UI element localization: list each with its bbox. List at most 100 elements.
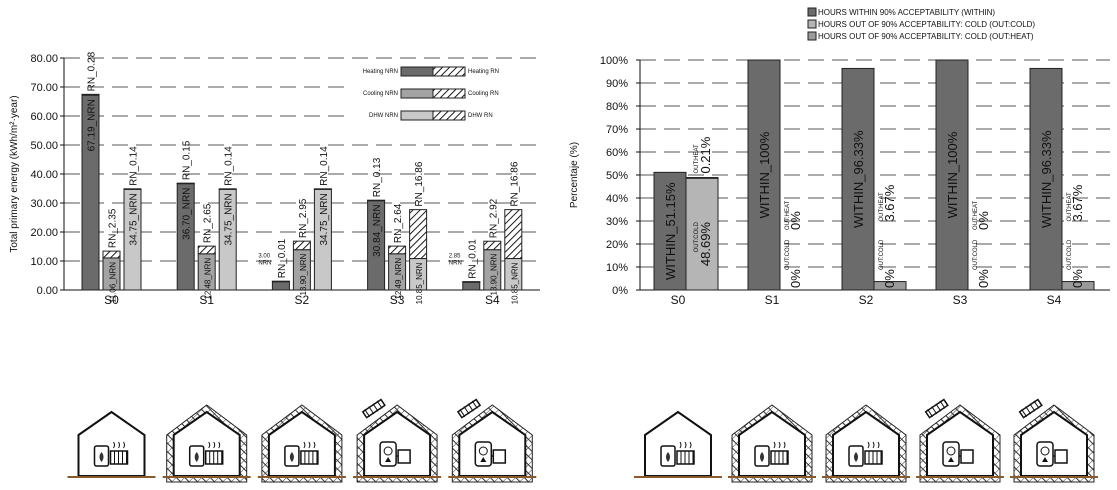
house-outline-icon: [832, 410, 900, 477]
legend: Heating NRN Heating RN Cooling NRN Cooling …: [344, 60, 540, 122]
nrn-data-label: 10.85_NRN: [510, 262, 519, 304]
rn-data-label: RN_0.28: [87, 51, 98, 91]
out-heat-tag: OUT:HEAT: [879, 192, 885, 222]
fan-coil-icon: [397, 449, 411, 464]
solar-panel-icon: [1018, 398, 1043, 419]
nrn-data-label: 34.75_NRN: [224, 193, 235, 245]
legend-label: HOURS WITHIN 90% ACCEPTABILITY (WITHIN): [818, 8, 995, 17]
bar-out-heat: [1061, 281, 1095, 291]
solar-cell: [364, 409, 371, 418]
x-category-label: S0: [104, 293, 119, 307]
legend-swatch: [807, 19, 817, 29]
x-category-label: S1: [199, 293, 214, 307]
y-axis-label: Percentaje (%): [569, 142, 580, 208]
bar-nrn: [462, 281, 481, 291]
solar-panel-icon: [924, 398, 949, 419]
y-tick-label: 20.00: [30, 227, 58, 239]
within-data-label: WITHIN_100%: [945, 131, 960, 218]
rn-data-label: RN_0.13: [372, 157, 383, 197]
solar-cell: [931, 406, 938, 415]
y-tick-label: 50.00: [30, 140, 58, 152]
house-icon: [448, 398, 537, 483]
y-axis-label: Total primary energy (kWh/m²·year): [9, 95, 20, 252]
nrn-data-label: 10.85_NRN: [415, 262, 424, 304]
bar-nrn: [271, 280, 290, 291]
within-data-label: WITHIN_96.33%: [1039, 130, 1054, 228]
drop-icon: [948, 457, 954, 462]
flame-icon: [666, 452, 670, 462]
x-category-label: S2: [295, 293, 310, 307]
nrn-data-label: 13.90_NRN: [489, 253, 498, 295]
legend-swatch-rn: [432, 66, 466, 77]
heat-wave-icon: [113, 441, 125, 449]
solar-cell: [939, 400, 946, 409]
bar-rn: [367, 199, 386, 202]
y-tick-label: 10.00: [30, 256, 58, 268]
bar-out-cold: [685, 177, 719, 291]
solar-cell: [1033, 400, 1040, 409]
legend-label: DHW RN: [468, 113, 493, 119]
house-outline-icon: [926, 410, 994, 477]
fan-icon: [1040, 446, 1050, 456]
bar-rn: [504, 209, 523, 260]
bar-rn: [123, 188, 142, 190]
out-heat-tag: OUT:HEAT: [973, 200, 979, 230]
out-cold-data-label: 0%: [976, 269, 991, 288]
legend-swatch-nrn: [400, 88, 434, 99]
house-icon: [916, 398, 1004, 483]
heat-wave-icon: [303, 441, 316, 449]
drop-icon: [385, 457, 392, 462]
out-cold-tag: OUT:COLD: [785, 239, 791, 270]
energy-chart: 0.00 10.00 20.00 30.00 40.00 50.00 60.00 70.00 8…: [9, 51, 540, 483]
y-tick-label: 50%: [606, 170, 628, 182]
bar-within: [747, 59, 781, 291]
y-tick-label: 80%: [606, 101, 628, 113]
rn-data-label: RN_2.65: [203, 203, 214, 243]
solar-panel-icon: [456, 398, 482, 419]
y-tick-label: 0.00: [37, 285, 58, 297]
out-heat-data-label: 0.21%: [698, 136, 713, 173]
bar-out-heat: [873, 281, 907, 291]
y-tick-label: 10%: [606, 262, 628, 274]
legend-label: Cooling RN: [468, 91, 499, 97]
legend-swatch-nrn: [400, 110, 434, 121]
rn-data-label: RN_0.01: [467, 239, 478, 279]
solar-cell: [463, 406, 470, 415]
fan-icon: [946, 446, 956, 456]
y-tick-label: 20%: [606, 239, 628, 251]
y-tick-label: 80.00: [30, 53, 58, 65]
nrn-data-label: 3.00 NRN: [258, 253, 271, 266]
house-icon: [822, 404, 910, 483]
nrn-data-label: 11.06_NRN: [109, 262, 118, 303]
solar-cell: [459, 409, 466, 418]
house-outline-icon: [267, 410, 336, 477]
x-category-label: S2: [859, 293, 874, 307]
legend-swatch-nrn: [400, 66, 434, 77]
flame-icon: [99, 452, 104, 462]
within-data-label: WITHIN_51.15%: [663, 182, 678, 280]
x-category-label: S3: [390, 293, 405, 307]
house-icon: [634, 410, 722, 478]
bar-rn: [409, 209, 428, 260]
legend-swatch-rn: [432, 110, 466, 121]
out-heat-data-label: 3.67%: [1070, 184, 1085, 221]
legend-label: HOURS OUT OF 90% ACCEPTABILITY: COLD (OU…: [818, 32, 1034, 41]
x-category-label: S0: [671, 293, 686, 307]
out-cold-data-label: 0%: [788, 269, 803, 288]
legend-swatch: [807, 31, 817, 41]
comfort-chart: 0% 10% 20% 30% 40% 50% 60% 70% 80% 90% 100% Percent…: [569, 7, 1110, 483]
heat-wave-icon: [208, 441, 221, 449]
flame-icon: [289, 452, 294, 462]
out-cold-data-label: 48.69%: [698, 222, 713, 267]
drop-icon: [480, 457, 487, 462]
legend-label: Cooling NRN: [363, 91, 398, 97]
house-outline-icon: [644, 410, 712, 477]
flame-icon: [760, 452, 764, 462]
legend-swatch: [807, 7, 817, 17]
nrn-data-label: 30.84_NRN: [372, 205, 383, 257]
out-cold-tag: OUT:COLD: [879, 239, 885, 270]
y-tick-label: 60%: [606, 147, 628, 159]
solar-cell: [1025, 406, 1032, 415]
nrn-data-label: 12.48_NRN: [204, 258, 213, 300]
out-cold-data-label: 0%: [882, 269, 897, 288]
